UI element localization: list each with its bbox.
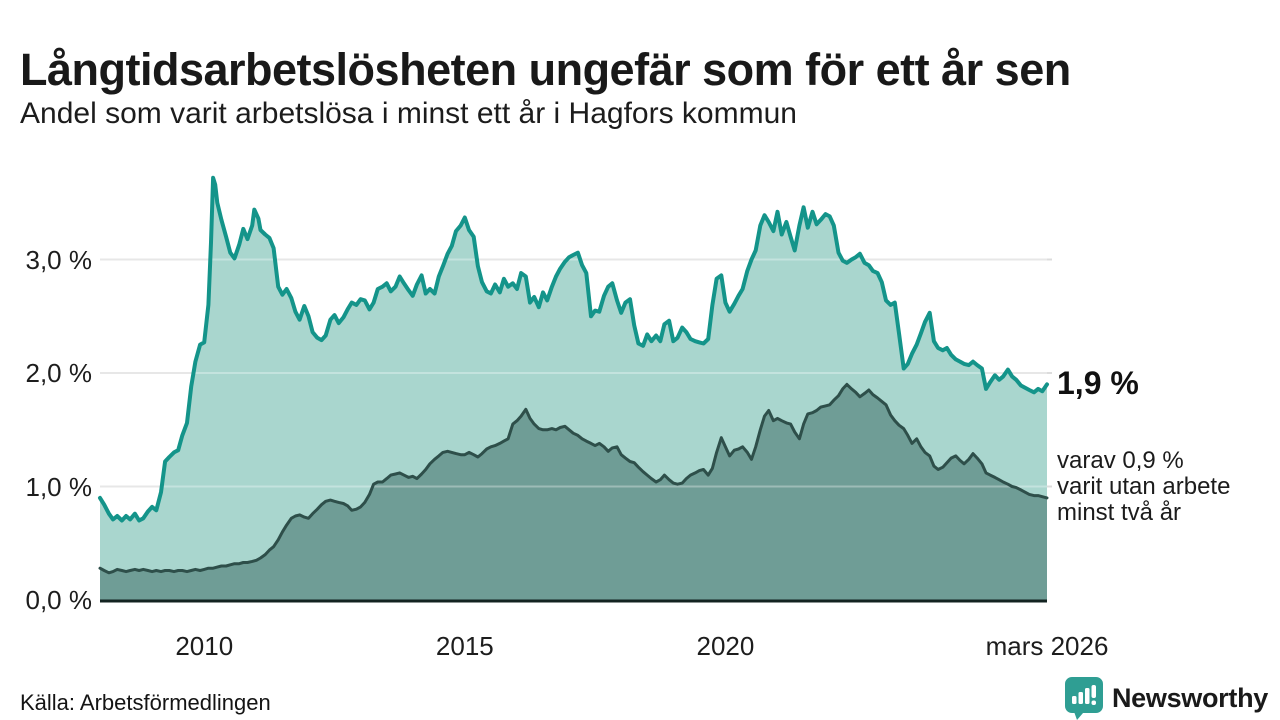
source-caption: Källa: Arbetsförmedlingen (20, 690, 271, 715)
x-tick-label: 2020 (696, 631, 755, 661)
newsworthy-brand: Newsworthy (1064, 676, 1268, 720)
page-title: Långtidsarbetslösheten ungefär som för e… (20, 44, 1071, 96)
x-tick-label: 2015 (435, 631, 494, 661)
line-total-unemployed (98, 175, 1049, 523)
annotation-line: minst två år (1057, 499, 1182, 526)
annotation-line: varav 0,9 % (1057, 447, 1184, 474)
chart-subtitle: Andel som varit arbetslösa i minst ett å… (20, 97, 797, 130)
newsworthy-wordmark: Newsworthy (1111, 682, 1268, 713)
x-tick-label: mars 2026 (985, 631, 1109, 661)
y-tick-label: 1,0 % (25, 471, 93, 502)
latest-subset-annotation: varav 0,9 % varit utan arbete minst två … (1057, 448, 1277, 526)
line-two-year-unemployed (98, 382, 1049, 575)
annotation-line: varit utan arbete (1057, 473, 1231, 500)
newsworthy-logo-icon (1064, 677, 1103, 720)
y-tick-label: 3,0 % (25, 244, 93, 275)
latest-value-label: 1,9 % (1057, 365, 1139, 401)
x-tick-label: 2010 (175, 631, 234, 661)
y-tick-label: 2,0 % (25, 358, 93, 388)
y-tick-label: 0,0 % (25, 585, 93, 615)
area-two-year-unemployed (100, 384, 1047, 600)
